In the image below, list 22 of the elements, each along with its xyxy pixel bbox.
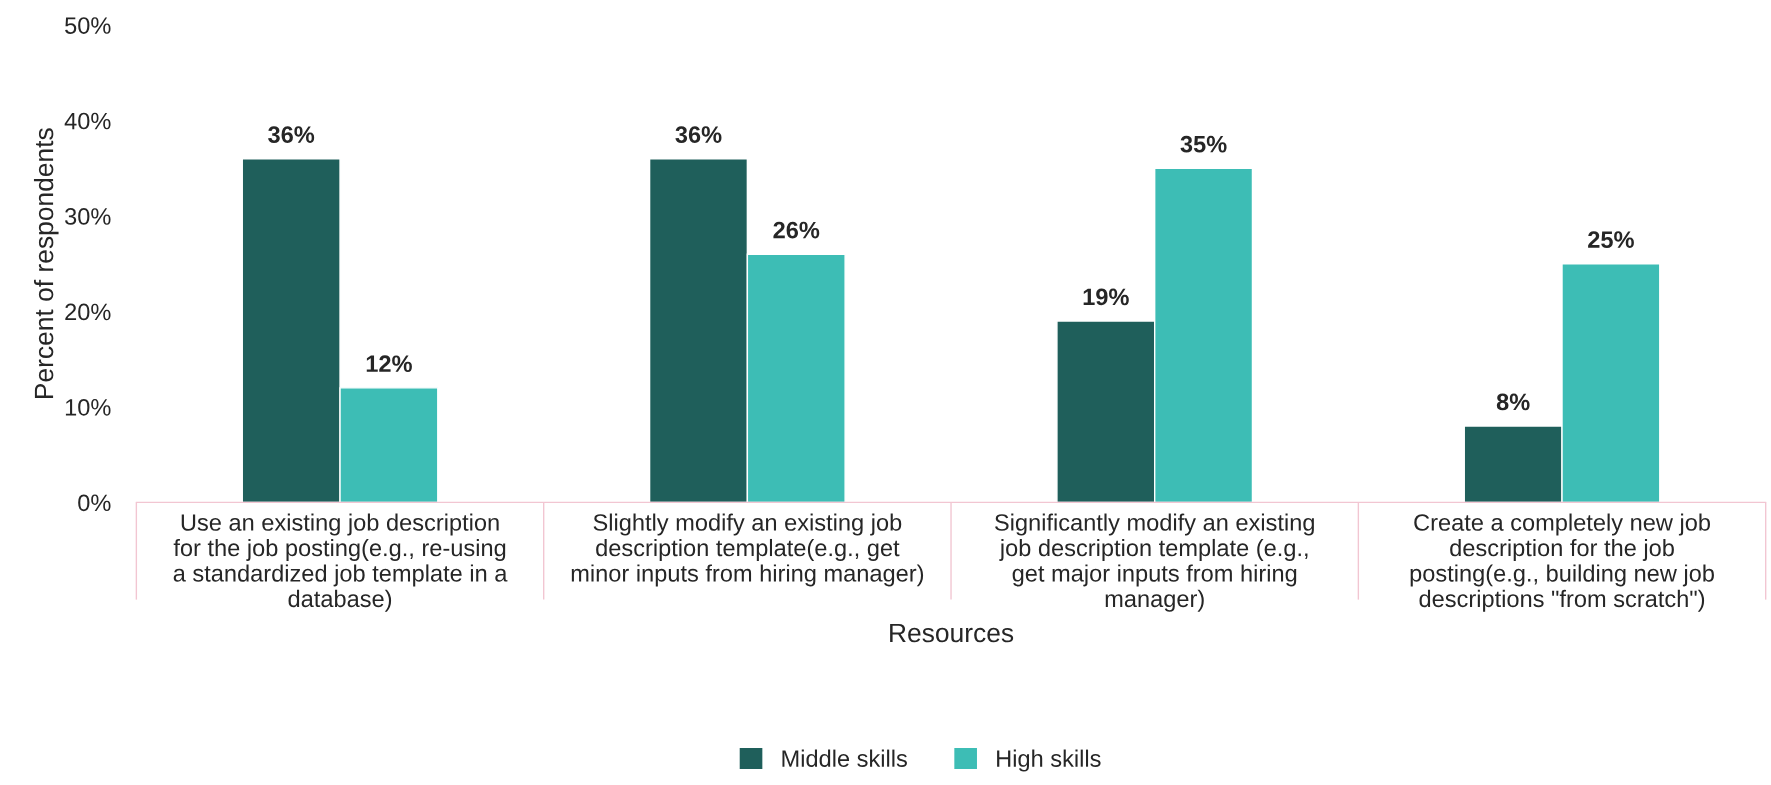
data-label: 35% bbox=[1180, 135, 1227, 153]
x-tick-label: Create a completely new job description for the job posting(e.g., building new job descriptions "from scratch") bbox=[1410, 513, 1714, 612]
y-tick-label: 20% bbox=[65, 303, 111, 321]
y-tick-label: 0% bbox=[78, 494, 111, 512]
x-axis-title: Resources bbox=[890, 623, 1014, 643]
y-tick-label: 50% bbox=[65, 17, 111, 34]
x-tick-label: Significantly modify an existing job description template (e.g., get major inputs from hiring manager) bbox=[995, 513, 1314, 612]
y-tick-label: 30% bbox=[65, 208, 111, 225]
data-label: 19% bbox=[1083, 288, 1129, 306]
y-tick-label: 40% bbox=[64, 112, 111, 130]
y-tick-label: 10% bbox=[65, 399, 111, 416]
data-label: 26% bbox=[773, 221, 820, 239]
data-label: 8% bbox=[1496, 393, 1530, 411]
legend-label: Middle skills bbox=[782, 749, 907, 767]
legend-label: High skills bbox=[997, 749, 1101, 772]
data-label: 36% bbox=[268, 126, 315, 144]
data-label: 36% bbox=[675, 126, 722, 144]
data-label: 12% bbox=[366, 355, 412, 373]
y-axis-title: Percent of respondents bbox=[33, 128, 59, 399]
x-tick-label: Slightly modify an existing job description template(e.g., get minor inputs from hiring manager) bbox=[571, 513, 924, 587]
x-tick-label: Use an existing job description for the job posting(e.g., re-using a standardized job template in a database) bbox=[173, 513, 508, 612]
data-label: 25% bbox=[1588, 231, 1634, 248]
